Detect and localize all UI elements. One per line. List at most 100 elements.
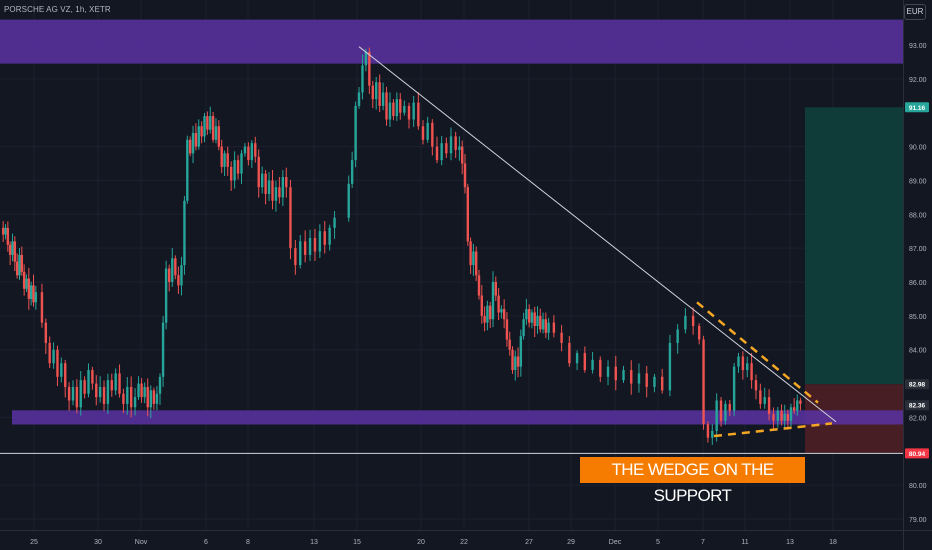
candle-body [780,410,783,421]
candle-body [502,309,506,320]
symbol-title[interactable]: PORSCHE AG VZ, 1h, XETR [4,5,111,14]
candle-body [247,146,250,161]
candle-body [13,241,17,262]
x-tick-label: 29 [567,539,575,546]
candle-body [668,342,672,391]
candle-body [174,258,177,276]
candle-body [122,393,125,404]
y-tick-label: 79.00 [909,517,927,524]
candle-body [426,122,429,140]
candle-body [786,414,790,421]
candle-body [79,380,82,408]
candle-body [361,65,364,93]
candle-body [399,99,402,113]
candle-body [514,356,517,371]
candle-body [684,315,687,330]
candle-body [440,143,443,161]
candle-body [371,85,374,100]
candle-body [137,383,140,398]
candle-body [494,282,497,296]
trendline [358,46,837,423]
candle-body [60,363,63,377]
candle-body [508,339,511,350]
candle-body [20,254,24,272]
candle-body [706,424,710,438]
candle-body [240,153,243,174]
y-tick-label: 85.00 [909,314,927,321]
candle-body [303,241,307,255]
candle-body [544,319,548,333]
candle-body [126,386,129,404]
candle-body [180,265,183,286]
wedge-lower-line [713,422,833,438]
candle-body [48,342,51,364]
candle-body [67,386,71,401]
candle-body [783,414,786,421]
candle-body [40,292,44,323]
currency-button[interactable]: EUR [904,4,926,20]
candle-body [789,407,793,421]
annotation-label[interactable]: THE WEDGE ON THE SUPPORT [580,457,805,505]
candle-body [614,366,617,381]
candle-body [254,143,257,157]
candle-body [491,282,495,320]
candle-body [799,400,802,404]
candle-body [95,383,98,398]
price-axis[interactable]: 79.00 80.00 82.00 84.00 85.00 86.00 87.00 88.00… [909,43,927,524]
candle-body [149,390,152,408]
candle-body [776,410,780,421]
candle-body [197,126,200,147]
x-tick-label: 22 [460,539,468,546]
candle-body [522,319,525,337]
candle-body [606,366,610,377]
price-axis-labels: 91.16 82.98 82.36 80.94 [905,102,929,459]
candle-body [289,187,292,249]
candle-body [223,153,226,167]
x-tick-label: 13 [786,539,794,546]
candle-body [547,322,550,333]
candle-body [158,376,162,394]
candle-body [463,163,467,188]
candle-body [388,102,392,120]
candle-body [133,397,137,408]
y-tick-label: 90.00 [909,145,927,152]
candle-body [129,386,133,408]
time-axis[interactable]: 25 30 Nov 6 8 13 15 20 22 27 29 Dec 5 7 11 13 18 [30,539,837,546]
candle-body [1,227,5,235]
candle-body [466,187,469,242]
candle-body [323,231,326,245]
candle-body [445,143,448,154]
candle-body [183,200,186,266]
y-tick-label: 82.00 [909,415,927,422]
candle-body [575,353,579,364]
candle-body [454,136,457,150]
candle-body [568,342,571,364]
candle-body [25,278,28,289]
candle-body [98,386,102,398]
candle-body [560,332,563,343]
candle-body [294,248,297,266]
candle-body [271,180,274,201]
candle-body [186,139,189,201]
candle-body [146,386,149,408]
candle-body [56,349,59,377]
candle-body [214,126,218,140]
candle-body [328,227,331,245]
price-label-box [905,102,929,113]
candle-body [250,143,254,161]
price-label-text: 82.98 [909,382,926,389]
candle-body [539,315,542,330]
candle-body [110,380,113,391]
candle-body [763,397,766,404]
candle-body [264,173,267,194]
candle-body [533,312,536,327]
candle-body [285,177,288,188]
candle-body [583,353,587,371]
candle-body [152,390,156,404]
candle-body [759,390,762,404]
price-label-box [905,379,929,390]
candle-body [552,322,556,333]
candle-body [469,241,472,266]
candle-body [267,180,271,194]
